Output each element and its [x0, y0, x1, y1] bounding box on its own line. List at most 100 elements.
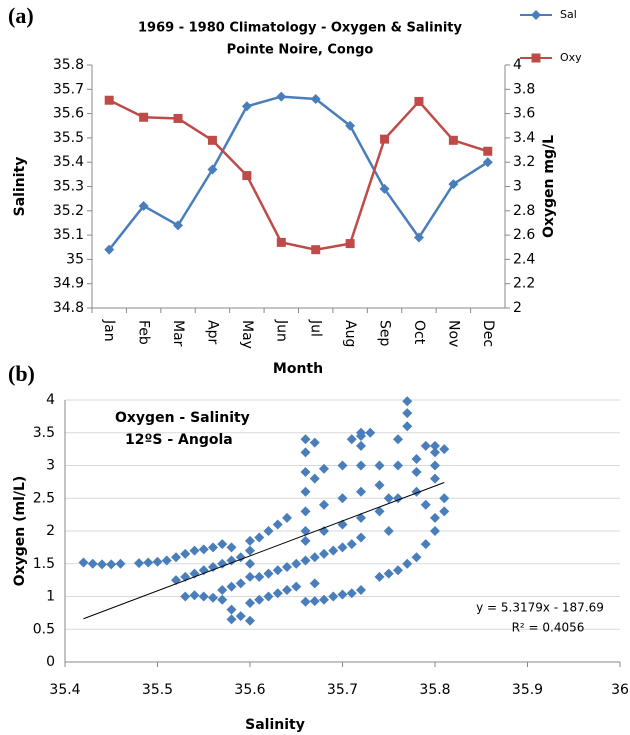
panel-label: (b) [8, 361, 35, 386]
point [245, 615, 255, 626]
point [411, 467, 422, 478]
x-tick-label: Jan [101, 319, 117, 342]
x-tick-label: 35.8 [419, 682, 450, 698]
point [309, 437, 320, 448]
point [254, 532, 265, 543]
y2-tick-label: 2.8 [513, 203, 535, 219]
y-tick-label: 1.5 [33, 556, 55, 572]
point [189, 590, 200, 601]
marker [531, 10, 541, 20]
point [291, 558, 302, 569]
point [383, 493, 394, 504]
marker [531, 53, 541, 63]
point [402, 408, 413, 419]
point [402, 558, 413, 569]
y-tick-label: 35.2 [53, 203, 84, 219]
point [263, 591, 274, 602]
point [430, 473, 440, 484]
point [263, 568, 274, 579]
chart-title: 1969 - 1980 Climatology - Oxygen & Salin… [138, 21, 463, 36]
y-tick-label: 35.8 [53, 57, 84, 73]
marker [104, 244, 115, 255]
y2-tick-label: 2 [513, 300, 522, 316]
point [356, 440, 366, 451]
point [143, 557, 154, 568]
point [420, 539, 431, 550]
panel-label: (a) [8, 3, 34, 28]
point [245, 545, 255, 556]
chart-subtitle: Pointe Noire, Congo [227, 43, 374, 58]
y-axis-label: Oxygen (ml/L) [12, 476, 28, 587]
point [198, 544, 209, 555]
point [356, 584, 366, 595]
point [356, 427, 366, 438]
point [300, 596, 311, 607]
marker [482, 157, 493, 168]
point [134, 558, 144, 569]
point [309, 473, 320, 484]
y2-tick-label: 2.4 [513, 251, 535, 267]
x-tick-label: Mar [170, 320, 186, 347]
x-tick-label: 35.6 [234, 682, 265, 698]
legend-label: Sal [560, 8, 577, 21]
marker [173, 220, 184, 231]
y-tick-label: 4 [46, 392, 55, 408]
point [337, 589, 348, 600]
point [235, 611, 246, 622]
point [106, 559, 117, 570]
point [217, 584, 228, 595]
marker [173, 113, 183, 123]
x-tick-label: 35.9 [512, 682, 543, 698]
marker [104, 95, 114, 105]
x-tick-label: Nov [445, 320, 461, 347]
y-tick-label: 35.1 [53, 227, 84, 243]
point [254, 594, 265, 605]
point [291, 581, 302, 592]
y-tick-label: 35.4 [53, 154, 84, 170]
point [217, 594, 228, 605]
marker [139, 112, 149, 122]
point [87, 558, 98, 569]
y-tick-label: 0 [46, 654, 55, 670]
point [254, 571, 265, 582]
marker [311, 245, 321, 255]
annotation: y = 5.3179x - 187.69 [476, 601, 604, 615]
marker [276, 91, 287, 102]
point [263, 526, 274, 536]
point [356, 532, 366, 543]
point [402, 421, 413, 432]
marker [207, 135, 217, 145]
x-axis-label: Salinity [245, 717, 305, 733]
y-tick-label: 2.5 [33, 490, 55, 506]
marker [483, 146, 493, 156]
y2-tick-label: 2.6 [513, 227, 535, 243]
legend-label: Oxy [560, 51, 582, 64]
point [328, 591, 339, 602]
x-tick-label: 35.7 [327, 682, 358, 698]
point [374, 506, 385, 517]
point [226, 555, 237, 566]
point [180, 591, 191, 602]
point [217, 539, 228, 550]
point [356, 460, 366, 471]
point [235, 578, 246, 589]
y-tick-label: 34.8 [53, 300, 84, 316]
trendline [83, 482, 445, 620]
annotation: Oxygen - Salinity [115, 410, 250, 426]
point [226, 604, 237, 615]
y-tick-label: 1 [46, 589, 55, 605]
point [282, 584, 292, 595]
point [282, 512, 292, 523]
y-tick-label: 0.5 [33, 621, 55, 637]
point [97, 559, 107, 570]
point [272, 565, 283, 576]
y-tick-label: 34.9 [53, 276, 84, 292]
y2-tick-label: 4 [513, 57, 522, 73]
point [319, 463, 329, 474]
point [300, 506, 311, 517]
point [374, 460, 385, 471]
point [439, 506, 450, 517]
annotation: 12ºS - Angola [125, 432, 233, 448]
marker [242, 171, 252, 181]
y-tick-label: 35 [66, 251, 84, 267]
